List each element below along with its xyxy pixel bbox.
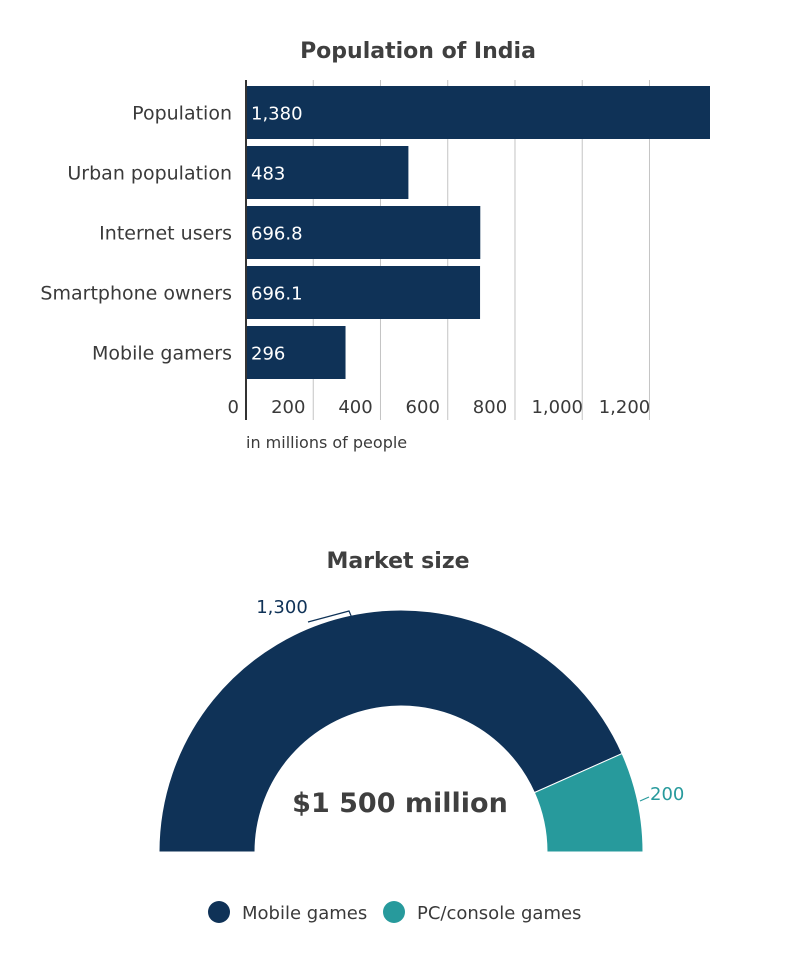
bar-x-tick-label: 400 <box>338 397 372 418</box>
donut-value-labels: 1,300 200 <box>256 597 684 805</box>
bar-value-label: 1,380 <box>251 104 303 125</box>
bar-category-label: Mobile gamers <box>92 343 232 365</box>
bar-x-tick-label: 1,000 <box>531 397 583 418</box>
bar-x-tick-label: 200 <box>271 397 305 418</box>
donut-value-label: 1,300 <box>256 597 308 618</box>
bar-x-tick-labels: 0 200 400 600 800 1,000 1,200 <box>228 397 651 418</box>
bar <box>246 146 409 199</box>
legend-label: PC/console games <box>417 903 581 924</box>
bar-series: 1,380 483 696.8 696.1 296 <box>246 86 710 379</box>
donut-series <box>158 609 644 853</box>
market-size-chart: Market size 1,300 200 $1 500 million Mobi… <box>158 549 684 924</box>
bar-category-labels: Population Urban population Internet users… <box>40 103 232 365</box>
donut-center-label: $1 500 million <box>292 788 508 819</box>
bar <box>246 206 481 259</box>
bar-value-label: 296 <box>251 344 285 365</box>
donut-value-label: 200 <box>650 784 684 805</box>
bar <box>246 326 346 379</box>
bar-x-tick-label: 600 <box>406 397 440 418</box>
bar <box>246 266 481 319</box>
bar-category-label: Smartphone owners <box>40 283 232 305</box>
bar-category-label: Internet users <box>99 223 232 245</box>
bar-category-label: Urban population <box>67 163 232 185</box>
population-chart: Population of India 1,380 483 696.8 696.1 29… <box>40 39 710 452</box>
bar-x-tick-label: 800 <box>473 397 507 418</box>
bar-value-label: 483 <box>251 164 285 185</box>
legend-label: Mobile games <box>242 903 367 924</box>
donut-leader-line <box>307 610 353 623</box>
legend-marker <box>383 901 405 923</box>
bar-category-label: Population <box>132 103 232 125</box>
bar-x-tick-label: 1,200 <box>599 397 651 418</box>
bar-value-label: 696.1 <box>251 284 303 305</box>
legend-marker <box>208 901 230 923</box>
bar <box>246 86 710 139</box>
donut-leader-line <box>639 796 650 802</box>
bar-x-axis-label: in millions of people <box>246 433 407 452</box>
bar-x-tick-label: 0 <box>228 397 239 418</box>
bar-value-label: 696.8 <box>251 224 303 245</box>
donut-legend: Mobile games PC/console games <box>208 901 581 924</box>
donut-chart-title: Market size <box>326 549 469 574</box>
donut-slice <box>533 752 644 853</box>
bar-chart-title: Population of India <box>300 39 536 64</box>
donut-slice <box>158 609 623 853</box>
